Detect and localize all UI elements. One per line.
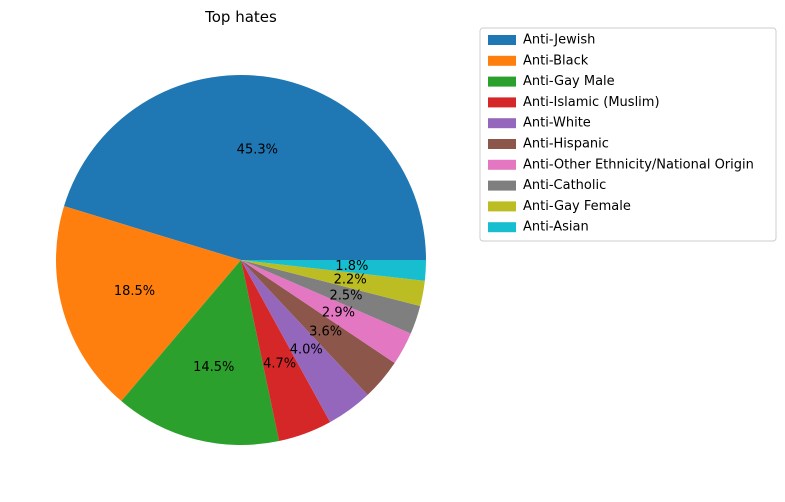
chart-title: Top hates (204, 8, 277, 26)
percent-labels: 45.3% 18.5% 14.5% 4.7%4.0% 3.6% 2.9% 2.5%2.2%1… (114, 143, 368, 375)
legend-swatch-anti-asian (488, 222, 516, 233)
legend-swatch-anti-black (488, 55, 516, 66)
pie-slice-anti-black (55, 206, 241, 402)
legend-swatch-anti-catholic (488, 180, 516, 191)
percent-label-anti-hispanic: 3.6% (309, 324, 342, 339)
legend-label-anti-gay-male: Anti-Gay Male (523, 74, 615, 89)
percent-label-anti-white: 4.0% (290, 342, 323, 357)
legend-label-anti-other-ethnicity-national-origin: Anti-Other Ethnicity/National Origin (523, 157, 754, 172)
legend-label-anti-jewish: Anti-Jewish (523, 33, 595, 48)
legend-swatch-anti-gay-female (488, 201, 516, 212)
pie-slice-anti-catholic (241, 260, 421, 334)
percent-label-anti-gay-female: 2.2% (334, 273, 367, 288)
percent-label-anti-other-ethnicity-national-origin: 2.9% (322, 306, 355, 321)
percent-label-anti-gay-male: 14.5% (193, 360, 234, 375)
legend-label-anti-catholic: Anti-Catholic (523, 178, 606, 193)
legend-swatch-anti-gay-male (488, 76, 516, 87)
percent-label-anti-jewish: 45.3% (237, 143, 278, 158)
legend-label-anti-hispanic: Anti-Hispanic (523, 137, 609, 152)
legend-label-anti-asian: Anti-Asian (523, 220, 589, 235)
legend-frame (479, 27, 777, 242)
legend: Anti-Jewish Anti-Black Anti-Gay Male Anti-I… (479, 27, 777, 242)
pie-slice-anti-white (241, 260, 368, 423)
percent-label-anti-asian: 1.8% (335, 259, 368, 274)
pie-slice-anti-islamic-muslim (241, 260, 331, 442)
pie-slice-anti-gay-female (241, 260, 425, 307)
legend-label-anti-black: Anti-Black (523, 53, 589, 68)
legend-swatch-anti-islamic-muslim (488, 97, 516, 108)
percent-label-anti-black: 18.5% (114, 284, 155, 299)
legend-label-anti-islamic-muslim: Anti-Islamic (Muslim) (523, 95, 660, 110)
legend-swatch-anti-other-ethnicity-national-origin (488, 159, 516, 170)
percent-label-anti-catholic: 2.5% (329, 288, 362, 303)
pie-slice-anti-asian (241, 260, 426, 281)
legend-label-anti-white: Anti-White (523, 116, 591, 131)
pie-slice-anti-gay-male (121, 260, 280, 445)
legend-swatch-anti-jewish (488, 35, 516, 45)
legend-swatch-anti-white (488, 118, 516, 129)
legend-label-anti-gay-female: Anti-Gay Female (523, 199, 631, 214)
legend-swatch-anti-hispanic (488, 139, 516, 149)
pie-slice-anti-hispanic (241, 260, 395, 395)
pie-slice-anti-other-ethnicity-national-origin (241, 260, 411, 364)
pie-slices (55, 75, 426, 445)
percent-label-anti-islamic-muslim: 4.7% (263, 357, 296, 372)
pie-slice-anti-jewish (64, 75, 426, 260)
